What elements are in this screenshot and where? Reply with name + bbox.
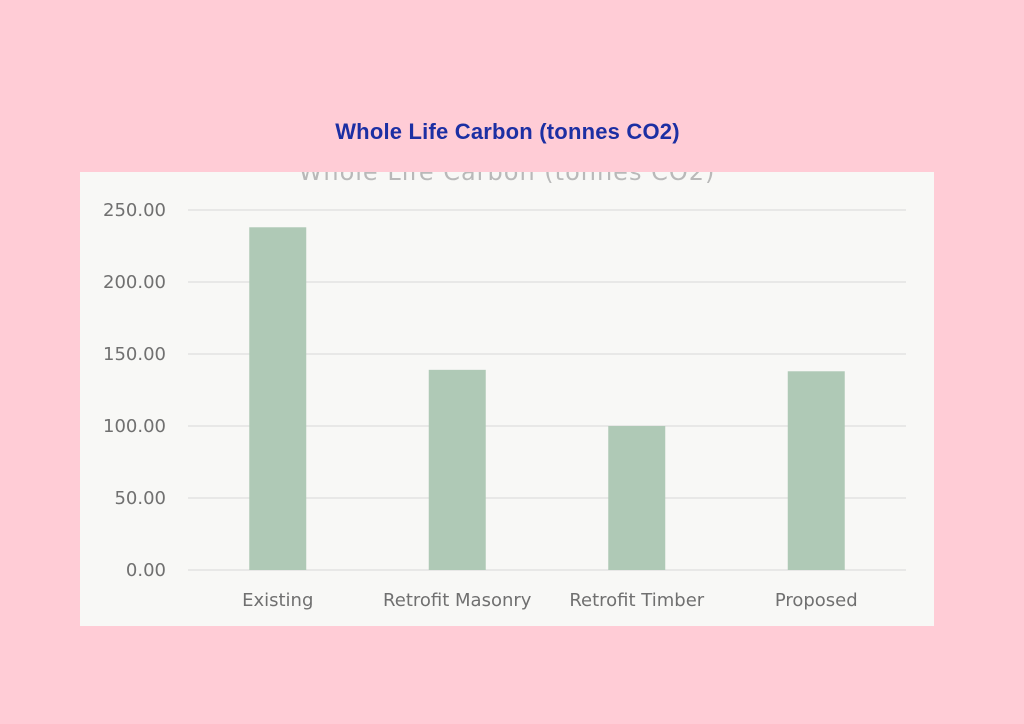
bar-existing xyxy=(249,227,307,570)
y-tick-label: 200.00 xyxy=(103,272,166,293)
x-tick-label: Proposed xyxy=(775,590,858,611)
chart-title: Whole Life Carbon (tonnes CO2) xyxy=(335,119,680,144)
y-tick-label: 100.00 xyxy=(103,416,166,437)
bars xyxy=(249,227,845,570)
bar-retrofit-timber xyxy=(608,426,666,570)
y-tick-label: 150.00 xyxy=(103,344,166,365)
y-tick-label: 50.00 xyxy=(114,488,166,509)
grid-lines xyxy=(188,209,906,571)
chart-panel: Whole Life Carbon (tonnes CO2) 0.00 50.00… xyxy=(80,172,934,626)
bar-retrofit-masonry xyxy=(428,369,486,570)
chart-ghost-title: Whole Life Carbon (tonnes CO2) xyxy=(298,172,716,186)
bar-chart: 0.00 50.00 100.00 150.00 200.00 250.00 Existi… xyxy=(103,200,906,611)
x-axis-labels: Existing Retrofit Masonry Retrofit Timber P… xyxy=(242,590,858,611)
y-axis-ticks: 0.00 50.00 100.00 150.00 200.00 250.00 xyxy=(103,200,166,581)
bar-proposed xyxy=(787,371,845,570)
y-tick-label: 250.00 xyxy=(103,200,166,221)
x-tick-label: Existing xyxy=(242,590,313,611)
y-tick-label: 0.00 xyxy=(126,560,166,581)
x-tick-label: Retrofit Masonry xyxy=(383,590,532,611)
x-tick-label: Retrofit Timber xyxy=(569,590,704,611)
